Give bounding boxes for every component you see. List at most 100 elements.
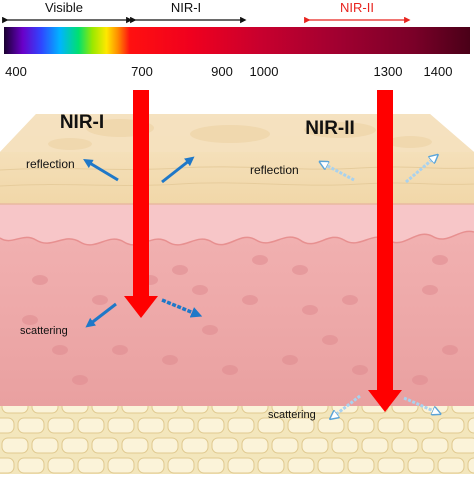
fat-cell: [467, 457, 474, 474]
fat-cell: [421, 437, 449, 454]
nir2-scattering-arrow-right: [403, 396, 436, 412]
dermis-spot: [202, 325, 218, 335]
fat-cell: [257, 417, 285, 434]
spectrum-bar: [4, 27, 470, 54]
dermis-spot: [342, 295, 358, 305]
dermis-spot: [252, 255, 268, 265]
fat-cell: [227, 417, 255, 434]
dermis-spot: [112, 345, 128, 355]
nir2-band-label: NIR-II: [340, 0, 374, 15]
dermis-spot: [172, 265, 188, 275]
dermis-spot: [222, 365, 238, 375]
fat-cell: [181, 437, 209, 454]
dermis-spot: [52, 345, 68, 355]
reflection-label-left: reflection: [26, 157, 75, 171]
fat-cell: [377, 457, 405, 474]
fat-cell: [241, 437, 269, 454]
fat-cell: [407, 457, 435, 474]
fat-cell: [137, 457, 165, 474]
fat-cell: [347, 457, 375, 474]
dermis-spot: [352, 365, 368, 375]
dermis-spot: [282, 355, 298, 365]
epidermis-layer: [0, 114, 474, 205]
fat-cell: [467, 417, 474, 434]
fat-cell: [91, 437, 119, 454]
dermis-spot: [412, 375, 428, 385]
nir2-reflection-arrow-left: [324, 164, 355, 182]
wavelength-axis: 400 700 900 1000 1300 1400: [5, 64, 452, 79]
nir2-scattering-arrow-left: [334, 394, 361, 416]
fat-cell: [197, 457, 225, 474]
fat-cell: [1, 437, 29, 454]
fat-cell: [361, 437, 389, 454]
nir1-band-label: NIR-I: [171, 0, 201, 15]
fat-cell: [317, 457, 345, 474]
dermis-spot: [432, 255, 448, 265]
fat-cell: [301, 437, 329, 454]
fat-cell: [77, 457, 105, 474]
dermis-spot: [72, 375, 88, 385]
reflection-label-right: reflection: [250, 163, 299, 177]
scattering-label-left: scattering: [20, 325, 68, 337]
fat-cell: [167, 417, 195, 434]
tick-900: 900: [211, 64, 233, 79]
fat-cell: [347, 417, 375, 434]
nir1-reflection-arrow-left: [83, 159, 119, 182]
nir1-bracket: NIR-I: [130, 0, 247, 24]
fat-cell: [47, 417, 75, 434]
nir2-reflection-arrow-right: [405, 158, 434, 184]
dermis-spot: [442, 345, 458, 355]
fat-cell: [257, 457, 285, 474]
fat-cell: [287, 457, 315, 474]
dermis-spot: [292, 265, 308, 275]
dermis-spot: [322, 335, 338, 345]
fat-cell: [331, 437, 359, 454]
tick-1400: 1400: [424, 64, 453, 79]
fat-cell: [107, 457, 135, 474]
tick-1000: 1000: [250, 64, 279, 79]
tick-1300: 1300: [374, 64, 403, 79]
fat-cell: [437, 457, 465, 474]
dermis-spot: [192, 285, 208, 295]
dermis-spot: [242, 295, 258, 305]
fat-cell: [137, 417, 165, 434]
fat-cell: [17, 457, 45, 474]
fat-cell: [287, 417, 315, 434]
fat-cell: [151, 437, 179, 454]
nir1-title: NIR-I: [60, 112, 104, 133]
fat-cell: [271, 437, 299, 454]
dermis-spot: [302, 305, 318, 315]
dermis-spot: [22, 315, 38, 325]
fat-cell: [391, 437, 419, 454]
dermis-layer: [0, 196, 474, 406]
nir1-beam: [124, 90, 158, 318]
dermis-spot: [422, 285, 438, 295]
nir2-title: NIR-II: [305, 118, 355, 139]
scattering-label-right: scattering: [268, 409, 316, 421]
fat-cell: [317, 417, 345, 434]
fat-cell: [227, 457, 255, 474]
fat-cell: [0, 417, 15, 434]
dermis-spot: [162, 355, 178, 365]
tick-400: 400: [5, 64, 27, 79]
fat-cell: [77, 417, 105, 434]
nir1-scattering-arrow-right: [161, 298, 203, 318]
fat-cell: [197, 417, 225, 434]
fat-cell: [121, 437, 149, 454]
dermis-spot: [32, 275, 48, 285]
fat-cell: [31, 437, 59, 454]
nir1-reflection-arrow-right: [161, 156, 195, 184]
fat-cell: [107, 417, 135, 434]
fat-cell: [17, 417, 45, 434]
visible-band-label: Visible: [45, 0, 83, 15]
fat-cell: [451, 437, 474, 454]
nir2-beam: [368, 90, 402, 412]
fat-cell: [211, 437, 239, 454]
fat-cell: [167, 457, 195, 474]
nir2-bracket: NIR-II: [304, 0, 411, 24]
dermis-spot: [92, 295, 108, 305]
fat-cell: [407, 417, 435, 434]
tick-700: 700: [131, 64, 153, 79]
